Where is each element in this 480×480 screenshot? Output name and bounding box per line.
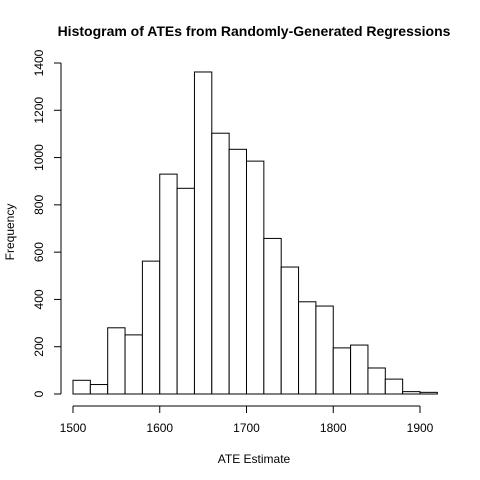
y-tick-label: 800 — [32, 195, 46, 215]
histogram-bar — [107, 327, 126, 395]
histogram-bar — [228, 148, 247, 395]
x-axis: 1500 1600 1700 1800 1900 — [60, 405, 434, 435]
histogram-bar — [315, 305, 334, 395]
y-tick-label: 600 — [32, 242, 46, 262]
x-tick-label: 1700 — [233, 421, 260, 435]
x-tick-label: 1900 — [407, 421, 434, 435]
x-tick-label: 1500 — [60, 421, 87, 435]
histogram-bar — [193, 71, 213, 395]
histogram-bar — [211, 132, 230, 395]
histogram-bar — [298, 301, 317, 395]
histogram-bar — [124, 334, 143, 395]
x-axis-label: ATE Estimate — [218, 452, 291, 466]
histogram-bar — [263, 237, 282, 395]
histogram-bar — [402, 391, 421, 395]
histogram-bar — [384, 378, 404, 395]
y-axis: 0 200 400 600 800 1000 1200 1400 — [32, 49, 62, 397]
histogram-bar — [367, 367, 386, 395]
histogram-bar — [89, 384, 109, 395]
histogram-bar — [332, 347, 352, 395]
y-tick-label: 1200 — [32, 97, 46, 124]
histogram-bar — [176, 187, 195, 395]
y-tick-label: 0 — [32, 390, 46, 397]
chart-title: Histogram of ATEs from Randomly-Generate… — [58, 23, 451, 39]
y-tick-label: 1400 — [32, 49, 46, 76]
histogram-bar — [280, 266, 300, 395]
histogram-bar — [246, 160, 265, 395]
histogram-bar — [419, 391, 438, 395]
histogram-bar — [350, 344, 369, 395]
histogram-bar — [141, 260, 161, 395]
x-tick-label: 1600 — [146, 421, 173, 435]
histogram-bar — [159, 173, 178, 395]
y-tick-label: 1000 — [32, 144, 46, 171]
bars-group — [72, 71, 438, 395]
histogram-bar — [72, 379, 91, 395]
y-axis-label: Frequency — [3, 204, 17, 261]
x-tick-label: 1800 — [320, 421, 347, 435]
y-tick-label: 200 — [32, 336, 46, 356]
y-tick-label: 400 — [32, 289, 46, 309]
